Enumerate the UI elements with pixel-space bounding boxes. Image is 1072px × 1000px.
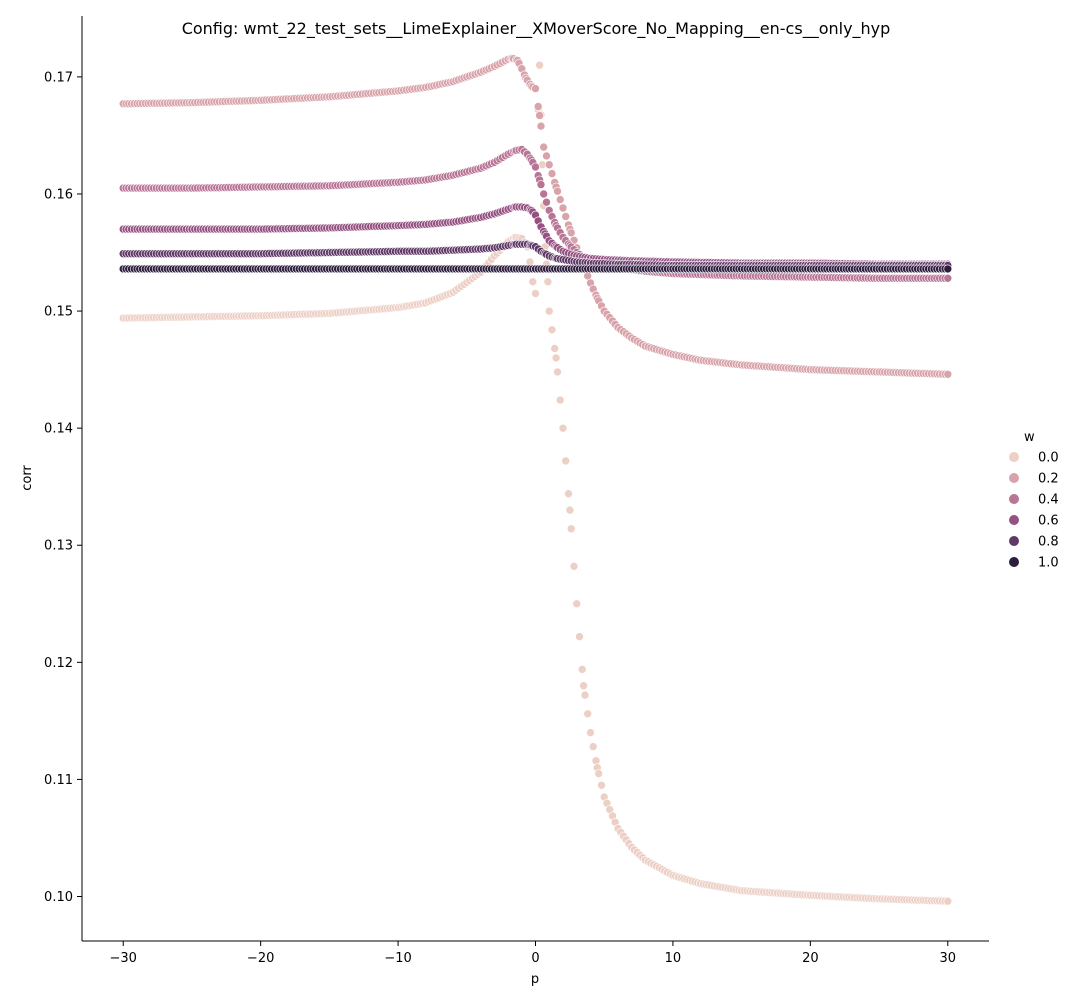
data-point	[535, 60, 544, 70]
data-point	[547, 325, 557, 335]
data-point	[553, 186, 562, 196]
data-point	[553, 367, 562, 377]
x-tick-label: 10	[665, 951, 682, 966]
data-point	[536, 121, 546, 131]
data-point	[547, 169, 557, 178]
data-point	[539, 142, 549, 152]
data-point	[551, 353, 561, 363]
x-tick-label: −10	[384, 951, 411, 966]
legend-marker	[1009, 536, 1019, 546]
legend-label: 0.0	[1038, 451, 1059, 466]
data-point	[543, 277, 553, 287]
data-point	[558, 423, 568, 433]
x-tick-label: 20	[802, 951, 819, 966]
data-point	[566, 228, 576, 238]
legend-marker	[1009, 515, 1019, 525]
data-point	[591, 756, 601, 766]
x-tick-label: −20	[247, 951, 274, 966]
data-point	[528, 277, 538, 287]
data-point	[533, 102, 543, 111]
x-tick-label: 0	[531, 951, 539, 966]
data-point	[588, 742, 598, 751]
legend-label: 0.4	[1038, 493, 1059, 508]
data-point	[542, 197, 551, 207]
y-tick-label: 0.13	[44, 539, 73, 554]
data-point	[536, 180, 546, 189]
data-point	[580, 690, 590, 700]
data-point	[575, 632, 584, 641]
legend: w 0.0 0.2 0.4 0.6 0.8 1.0	[1009, 430, 1059, 571]
data-point	[583, 709, 593, 719]
y-tick-label: 0.11	[44, 773, 73, 788]
data-point	[943, 896, 953, 906]
legend-label: 0.2	[1038, 472, 1059, 487]
x-tick-label: −30	[110, 951, 137, 966]
legend-title: w	[1024, 430, 1035, 445]
legend-marker	[1009, 473, 1019, 483]
legend-label: 0.6	[1038, 514, 1059, 529]
data-point	[586, 728, 595, 737]
chart-title: Config: wmt_22_test_sets__LimeExplainer_…	[182, 19, 891, 39]
legend-marker	[1009, 494, 1019, 504]
data-point	[561, 456, 571, 466]
data-point	[555, 395, 565, 405]
data-point	[577, 665, 587, 674]
data-point	[943, 369, 953, 379]
y-tick-label: 0.14	[44, 422, 73, 437]
legend-label: 1.0	[1038, 556, 1059, 571]
data-point	[572, 599, 582, 609]
y-tick-label: 0.15	[44, 305, 73, 320]
data-point	[579, 681, 588, 691]
x-axis-ticks: −30 −20 −10 0 10 20 30	[110, 941, 956, 966]
legend-marker	[1009, 452, 1019, 462]
data-point	[569, 561, 579, 571]
data-point	[564, 489, 573, 499]
data-point	[558, 203, 568, 213]
data-point	[555, 195, 565, 204]
x-tick-label: 30	[939, 951, 956, 966]
data-point	[544, 306, 554, 316]
data-point	[531, 289, 540, 298]
data-point	[542, 151, 551, 161]
data-point	[943, 264, 953, 274]
data-point	[535, 111, 544, 120]
data-point	[565, 505, 575, 515]
y-tick-label: 0.16	[44, 187, 73, 202]
legend-marker	[1009, 557, 1019, 567]
data-point	[550, 344, 560, 353]
data-point	[943, 273, 953, 283]
legend-label: 0.8	[1038, 535, 1059, 550]
data-point	[597, 780, 606, 790]
y-tick-label: 0.10	[44, 890, 73, 905]
data-point	[531, 162, 540, 172]
data-points	[118, 53, 953, 906]
data-point	[561, 212, 571, 221]
y-axis-ticks: 0.10 0.11 0.12 0.13 0.14 0.15 0.16 0.17	[44, 70, 82, 905]
data-point	[539, 189, 549, 199]
data-point	[531, 84, 540, 93]
y-axis-label: corr	[20, 465, 35, 491]
y-tick-label: 0.17	[44, 70, 73, 85]
data-point	[594, 769, 604, 778]
data-point	[544, 160, 554, 169]
data-point	[566, 524, 576, 534]
x-axis-label: p	[531, 972, 539, 987]
y-tick-label: 0.12	[44, 656, 73, 671]
